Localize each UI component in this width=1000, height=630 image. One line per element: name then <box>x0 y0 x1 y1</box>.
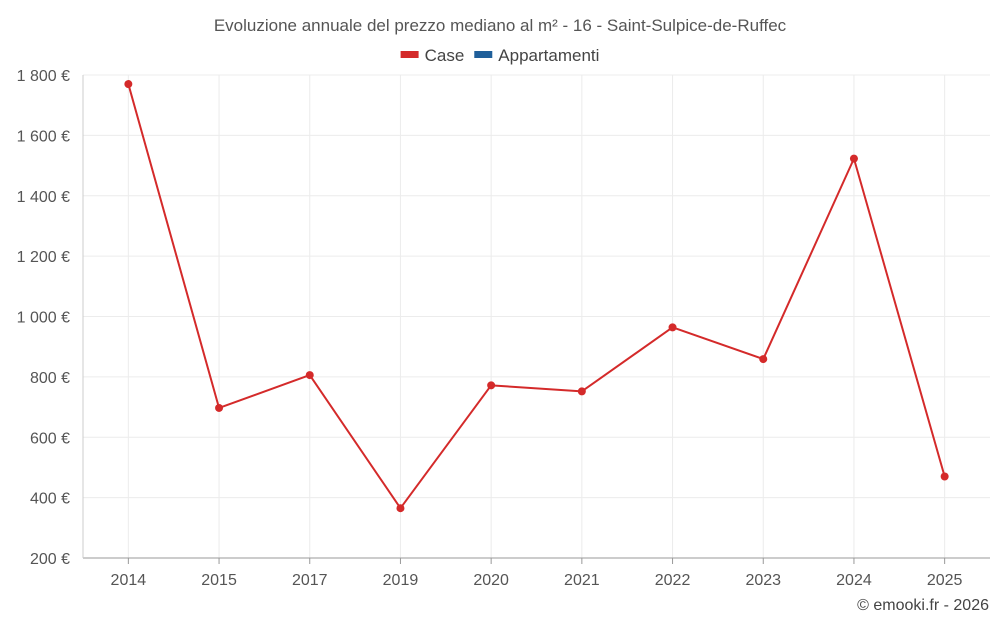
y-tick-label: 1 400 € <box>17 189 70 206</box>
y-tick-label: 1 800 € <box>17 68 70 85</box>
data-point[interactable] <box>487 381 496 390</box>
y-tick-label: 1 000 € <box>17 310 70 327</box>
x-tick-label: 2025 <box>927 572 963 589</box>
y-gridlines <box>83 74 990 499</box>
series-line-case <box>127 83 946 510</box>
x-tick-label: 2017 <box>292 572 328 589</box>
data-point[interactable] <box>215 403 224 412</box>
series-lines <box>127 83 946 510</box>
data-point[interactable] <box>305 371 314 380</box>
axes <box>82 75 990 564</box>
x-axis-tick-labels: 2014 2015 2017 2019 2020 2021 2022 2023 2024 2025 <box>111 572 963 589</box>
x-tick-label: 2022 <box>655 572 691 589</box>
legend-item-appartamenti[interactable]: Appartamenti <box>474 46 599 65</box>
x-tick-label: 2019 <box>383 572 419 589</box>
legend-swatch <box>474 51 493 58</box>
data-point[interactable] <box>940 472 949 481</box>
x-gridlines <box>127 75 946 558</box>
legend-label: Case <box>425 46 465 65</box>
x-tick-label: 2021 <box>564 572 600 589</box>
chart-title: Evoluzione annuale del prezzo mediano al… <box>214 16 787 35</box>
y-tick-label: 600 € <box>30 430 70 447</box>
credit-text: © emooki.fr - 2026 <box>857 597 989 614</box>
data-point[interactable] <box>124 80 133 89</box>
x-tick-label: 2020 <box>473 572 509 589</box>
series-points <box>124 80 949 513</box>
y-tick-label: 800 € <box>30 370 70 387</box>
legend-label: Appartamenti <box>498 46 599 65</box>
data-point[interactable] <box>577 387 586 396</box>
legend-swatch <box>400 51 419 58</box>
y-tick-label: 200 € <box>30 551 70 568</box>
y-axis-tick-labels: 200 € 400 € 600 € 800 € 1 000 € 1 200 € 1 400 … <box>17 68 70 568</box>
y-tick-label: 400 € <box>30 491 70 508</box>
data-point[interactable] <box>849 154 858 163</box>
y-tick-label: 1 200 € <box>17 249 70 266</box>
legend-item-case[interactable]: Case <box>400 46 465 65</box>
data-point[interactable] <box>668 323 677 332</box>
y-tick-label: 1 600 € <box>17 128 70 145</box>
x-tick-label: 2014 <box>111 572 147 589</box>
x-tick-label: 2024 <box>836 572 872 589</box>
x-tick-label: 2015 <box>201 572 237 589</box>
legend: Case Appartamenti <box>400 46 599 65</box>
data-point[interactable] <box>759 355 768 364</box>
data-point[interactable] <box>396 504 405 513</box>
x-tick-label: 2023 <box>745 572 781 589</box>
